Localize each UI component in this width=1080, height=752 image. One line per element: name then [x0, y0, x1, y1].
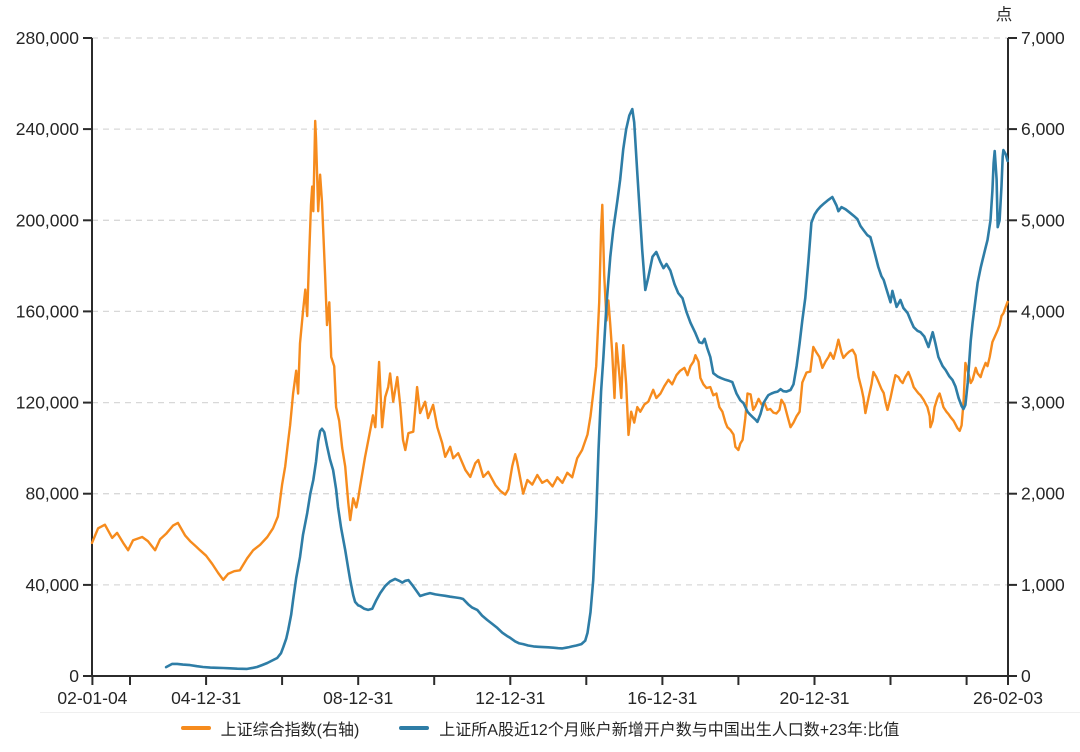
legend-line-swatch-orange: [180, 726, 211, 730]
y-right-tick-label: 7,000: [1021, 28, 1065, 48]
y-left-tick-label: 240,000: [16, 119, 80, 139]
y-right-tick-label: 6,000: [1021, 119, 1065, 139]
x-tick-label: 04-12-31: [171, 688, 241, 708]
y-left-tick-label: 80,000: [25, 484, 79, 504]
series-line-1: [164, 107, 1009, 671]
y-left-tick-label: 40,000: [25, 575, 79, 595]
line-chart: 0 40,000 80,000 120,000 160,000 200,000 240,00…: [16, 5, 1065, 708]
x-tick-label: 16-12-31: [627, 688, 697, 708]
y-right-tick-label: 0: [1021, 666, 1031, 686]
y-left-tick-label: 120,000: [16, 393, 80, 413]
legend-label-sse-composite-index: 上证综合指数(右轴): [220, 722, 360, 739]
x-tick-label: 08-12-31: [323, 688, 393, 708]
y-left-tick-label: 280,000: [16, 28, 80, 48]
x-tick-label: 20-12-31: [779, 688, 849, 708]
x-tick-label: 12-12-31: [475, 688, 545, 708]
y-right-tick-label: 4,000: [1021, 301, 1065, 321]
legend-item-sse-composite-index: 上证综合指数(右轴): [180, 716, 360, 740]
y-left-tick-label: 0: [69, 666, 79, 686]
legend-line-swatch-blue: [399, 726, 430, 730]
y-right-unit-label: 点: [996, 5, 1013, 24]
y-right-tick-label: 2,000: [1021, 484, 1065, 504]
legend-item-new-accounts-birth-ratio: 上证所A股近12个月账户新增开户数与中国出生人口数+23年:比值: [399, 716, 899, 740]
y-right-tick-label: 1,000: [1021, 575, 1065, 595]
legend-divider: [40, 712, 1080, 713]
y-right-tick-label: 5,000: [1021, 210, 1065, 230]
series-line-0: [90, 119, 1009, 581]
y-left-tick-label: 160,000: [16, 301, 80, 321]
chart-legend: 上证综合指数(右轴) 上证所A股近12个月账户新增开户数与中国出生人口数+23年…: [0, 716, 1080, 740]
x-tick-label: 02-01-04: [57, 688, 127, 708]
x-tick-label: 26-02-03: [973, 688, 1043, 708]
legend-label-new-accounts-birth-ratio: 上证所A股近12个月账户新增开户数与中国出生人口数+23年:比值: [439, 722, 900, 739]
y-left-tick-label: 200,000: [16, 210, 80, 230]
y-right-tick-label: 3,000: [1021, 393, 1065, 413]
